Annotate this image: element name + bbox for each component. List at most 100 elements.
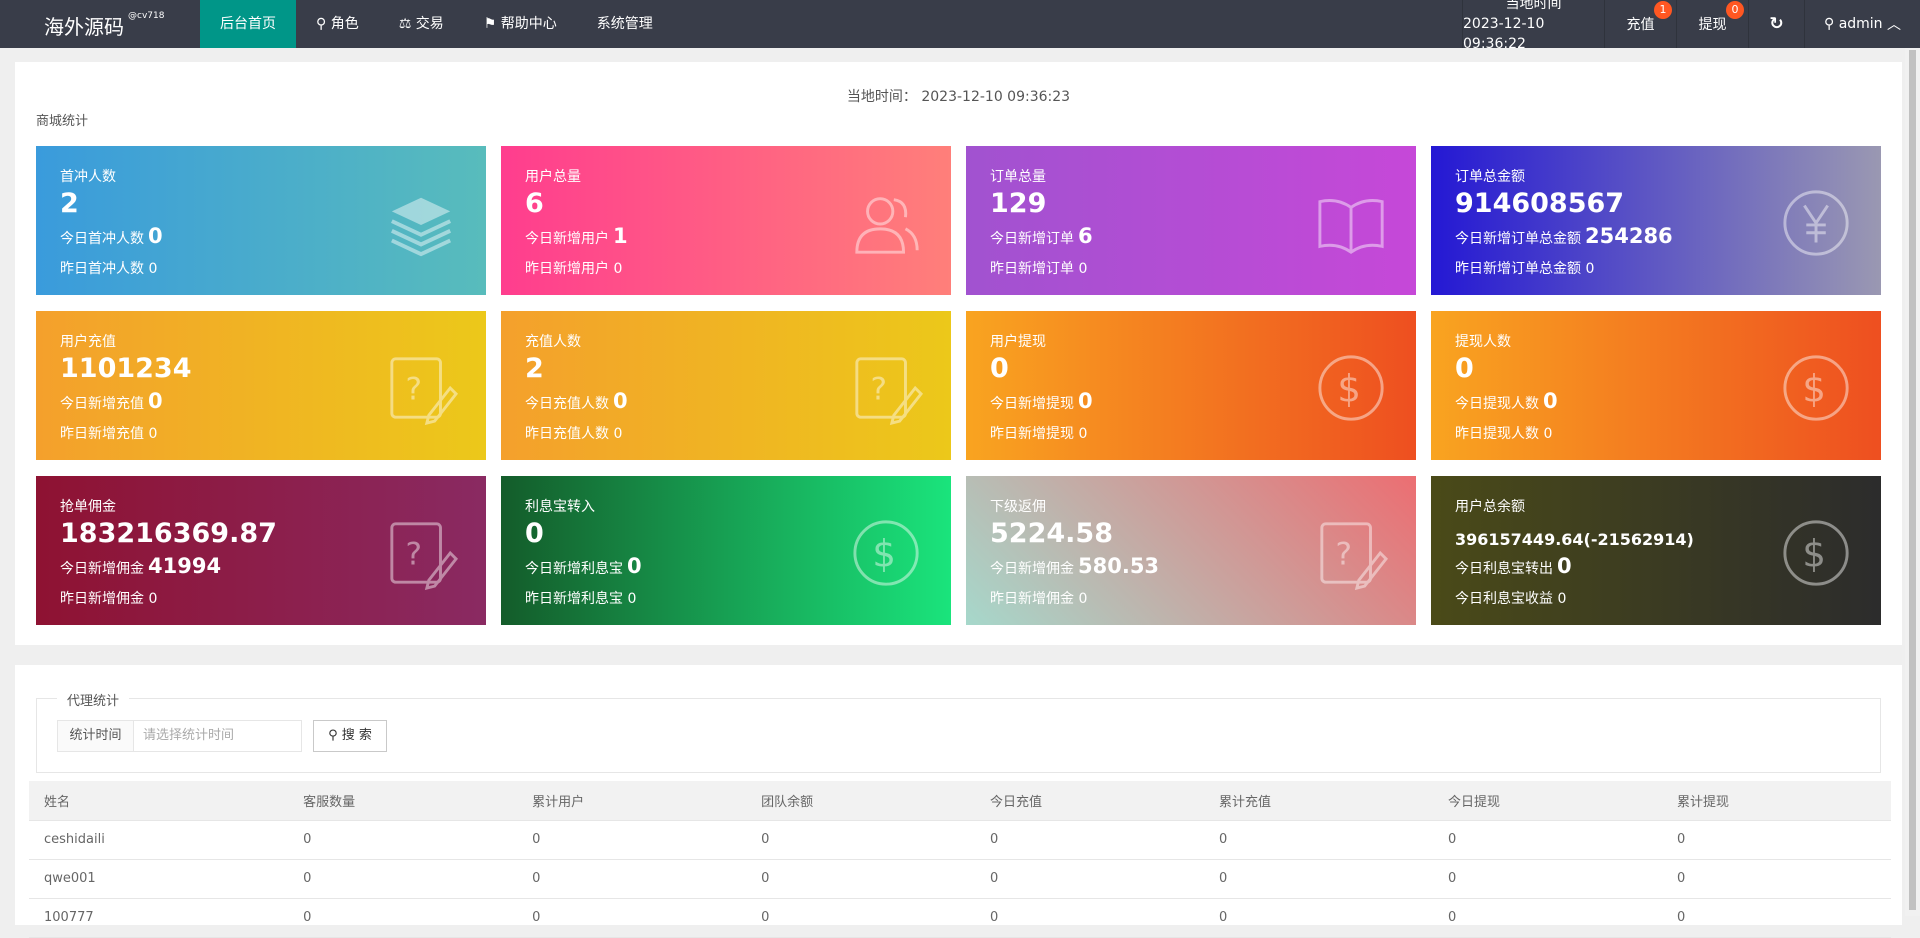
card-today: 今日新增佣金 580.53 [990,554,1159,578]
table-row: ceshidaili 0 0 0 0 0 0 0 [29,820,1891,860]
dollar-circle-icon: $ [1318,355,1384,421]
today-label: 今日新增佣金 [60,561,144,577]
withdraw-badge: 0 [1726,1,1744,19]
search-icon: ⚲ [328,728,342,743]
user-menu[interactable]: ⚲ admin ︿ [1804,0,1920,48]
card-value: 6 [525,188,544,219]
card-title: 下级返佣 [990,499,1046,515]
agent-filter: 代理统计 统计时间 请选择统计时间 ⚲ 搜 索 [36,690,1881,773]
nav-home[interactable]: 后台首页 [200,0,296,48]
nav-help[interactable]: ⚑ 帮助中心 [464,0,577,48]
recharge-label: 充值 [1626,17,1655,33]
column-header: 客服数量 [288,781,518,821]
card-value: 183216369.87 [60,518,277,549]
card-value: 2 [525,353,544,384]
withdraw-button[interactable]: 提现 0 [1676,0,1748,48]
stat-card: 用户充值 1101234 今日新增充值 0 昨日新增充值 0 ? [36,311,486,460]
refresh-icon[interactable]: ↻ [1748,0,1804,48]
yen-circle-icon [1783,190,1849,256]
today-value: 0 [1557,554,1572,578]
stat-card: 抢单佣金 183216369.87 今日新增佣金 41994 昨日新增佣金 0 ? [36,476,486,625]
edit-question-icon: ? [390,522,458,590]
card-value: 5224.58 [990,518,1113,549]
header-time: 当地时间 2023-12-10 09:36:22 [1462,0,1604,52]
svg-text:?: ? [405,372,422,408]
column-header: 今日提现 [1433,781,1662,821]
svg-text:$: $ [1337,368,1361,411]
table-cell: qwe001 [29,859,289,899]
stat-card: 利息宝转入 0 今日新增利息宝 0 昨日新增利息宝 0 $ [501,476,951,625]
nav-role[interactable]: ⚲ 角色 [296,0,379,48]
svg-text:?: ? [870,372,887,408]
time-filter-input[interactable]: 请选择统计时间 [133,720,302,752]
svg-text:?: ? [1335,537,1352,573]
nav-system[interactable]: 系统管理 [596,16,653,32]
card-title: 用户充值 [60,334,116,350]
card-value: 396157449.64(-21562914) [1455,530,1694,549]
stat-card: 下级返佣 5224.58 今日新增佣金 580.53 昨日新增佣金 0 ? [966,476,1416,625]
today-value: 0 [1078,389,1093,413]
today-label: 今日首冲人数 [60,231,144,247]
section-title: 商城统计 [36,114,89,129]
stat-card: 充值人数 2 今日充值人数 0 昨日充值人数 0 ? [501,311,951,460]
stat-card: 提现人数 0 今日提现人数 0 昨日提现人数 0 $ [1431,311,1881,460]
column-header: 姓名 [29,781,289,821]
stat-card: 用户提现 0 今日新增提现 0 昨日新增提现 0 $ [966,311,1416,460]
search-button[interactable]: ⚲ 搜 索 [313,720,387,752]
card-today: 今日新增充值 0 [60,389,163,413]
column-header: 团队余额 [746,781,976,821]
nav-label: 帮助中心 [500,16,557,32]
card-yesterday: 昨日新增用户 0 [525,261,623,277]
today-value: 0 [613,389,628,413]
today-label: 今日新增利息宝 [525,561,623,577]
table-cell: 0 [975,820,1205,860]
filter-legend: 代理统计 [57,690,130,709]
today-label: 今日新增订单总金额 [1455,231,1581,247]
today-value: 1 [613,224,628,248]
today-label: 今日新增充值 [60,396,144,412]
time-label: 当地时间 [1505,0,1562,12]
card-yesterday: 昨日新增佣金 0 [60,591,158,607]
card-title: 用户提现 [990,334,1046,350]
svg-text:$: $ [1802,533,1826,576]
table-cell: 0 [1662,898,1891,938]
chevron-up-icon: ︿ [1882,17,1902,33]
edit-question-icon: ? [1320,522,1388,590]
agent-stats-panel: 代理统计 统计时间 请选择统计时间 ⚲ 搜 索 姓名 客服数量 累计用户 团队余额 今日… [15,665,1902,938]
today-value: 0 [1543,389,1558,413]
nav-trade[interactable]: ⚖ 交易 [379,0,464,48]
card-yesterday: 昨日新增佣金 0 [990,591,1088,607]
logo-tag: @cv718 [128,11,165,21]
today-label: 今日新增佣金 [990,561,1074,577]
table-cell: 100777 [29,898,289,938]
card-yesterday: 今日利息宝收益 0 [1455,591,1567,607]
card-yesterday: 昨日充值人数 0 [525,426,623,442]
today-label: 今日新增订单 [990,231,1074,247]
time-filter-label: 统计时间 [57,720,134,752]
recharge-button[interactable]: 充值 1 [1604,0,1676,48]
book-icon [1318,199,1384,255]
table-cell: 0 [517,820,747,860]
table-cell: 0 [975,859,1205,899]
card-title: 订单总量 [990,169,1046,185]
stat-card: 用户总余额 396157449.64(-21562914) 今日利息宝转出 0 今… [1431,476,1881,625]
card-value: 0 [1455,353,1474,384]
table-cell: 0 [1662,820,1891,860]
svg-text:$: $ [872,533,896,576]
today-label: 今日充值人数 [525,396,609,412]
card-today: 今日新增用户 1 [525,224,628,248]
scrollbar[interactable] [1905,48,1920,916]
card-value: 0 [990,353,1009,384]
logo[interactable]: 海外源码 @cv718 [44,11,164,40]
table-cell: 0 [975,898,1205,938]
svg-text:$: $ [1802,368,1826,411]
card-title: 订单总金额 [1455,169,1525,185]
table-cell: 0 [746,820,976,860]
card-today: 今日新增订单总金额 254286 [1455,224,1673,248]
table-cell: 0 [517,898,747,938]
table-cell: 0 [746,898,976,938]
card-today: 今日新增提现 0 [990,389,1093,413]
column-header: 累计充值 [1204,781,1434,821]
edit-question-icon: ? [390,357,458,425]
stat-card: 首冲人数 2 今日首冲人数 0 昨日首冲人数 0 [36,146,486,295]
